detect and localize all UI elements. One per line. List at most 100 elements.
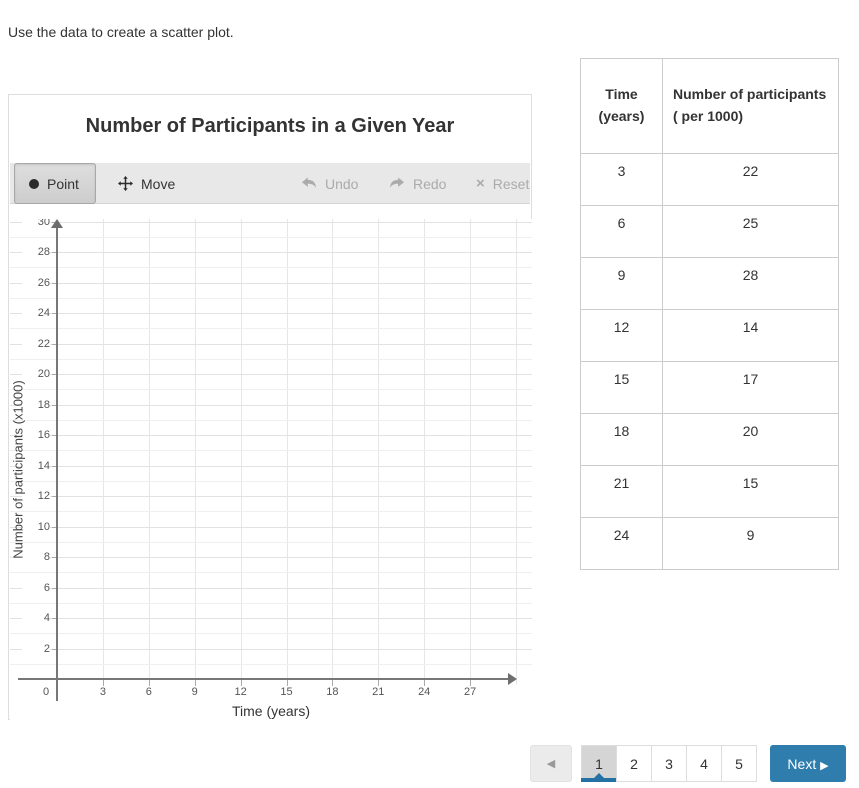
gridline-v: [378, 219, 380, 685]
prev-page-button[interactable]: ◀: [530, 745, 572, 782]
table-header-row: Time (years) Number of participants ( pe…: [580, 58, 839, 154]
gridline-h: [10, 435, 532, 436]
gridline-v: [286, 219, 288, 685]
gridline-h: [10, 221, 532, 223]
y-tick: [52, 374, 57, 375]
x-tick: [102, 680, 104, 686]
x-tick: [194, 680, 196, 686]
table-cell: 18: [580, 413, 663, 466]
next-button[interactable]: Next ▶: [770, 745, 846, 782]
table-cell: 15: [662, 465, 839, 518]
point-tool-label: Point: [47, 175, 79, 192]
y-tick-label: 18: [22, 397, 50, 412]
gridline-h: [10, 648, 532, 650]
x-axis-title: Time (years): [231, 703, 311, 719]
x-tick: [470, 680, 472, 686]
prev-arrow-icon: ◀: [546, 758, 556, 770]
data-table-body: 3 22 6 25 9 28 12 14 15 17 18 20 21 15 24 9: [580, 153, 839, 570]
y-tick-label: 20: [22, 367, 50, 381]
gridline-h: [10, 343, 532, 345]
table-cell: 3: [580, 153, 663, 206]
y-tick: [52, 343, 57, 345]
gridline-h: [10, 374, 532, 375]
table-cell: 17: [662, 361, 839, 414]
gridline-h: [10, 511, 532, 513]
gridline-h: [10, 297, 532, 299]
chart-toolbar: Point Move Undo Redo ×: [10, 163, 530, 204]
page-button-5[interactable]: 5: [721, 745, 757, 782]
redo-button[interactable]: Redo: [375, 167, 460, 200]
y-tick-label: 28: [22, 245, 50, 259]
table-cell: 14: [662, 309, 839, 362]
gridline-h: [10, 419, 532, 421]
gridline-h: [10, 633, 532, 635]
move-tool-button[interactable]: Move: [104, 167, 189, 200]
table-cell: 28: [662, 257, 839, 310]
gridline-h: [10, 328, 532, 330]
page-button-3[interactable]: 3: [651, 745, 687, 782]
undo-button[interactable]: Undo: [287, 167, 372, 200]
table-cell: 9: [662, 517, 839, 570]
table-row: 6 25: [580, 205, 839, 258]
y-tick: [52, 313, 57, 314]
x-tick-label: 9: [191, 686, 198, 698]
redo-label: Redo: [413, 175, 447, 192]
gridline-v: [194, 219, 196, 685]
gridline-v: [332, 219, 334, 685]
gridline-h: [10, 557, 532, 558]
x-axis-arrow-icon: [508, 673, 517, 685]
undo-icon: [301, 177, 317, 191]
y-tick: [52, 587, 57, 589]
x-tick-label: 12: [234, 686, 247, 698]
page-button-4[interactable]: 4: [686, 745, 722, 782]
table-cell: 22: [662, 153, 839, 206]
plot-area[interactable]: 27 24 21 18 15 12 9 6 3 0 30 28 26 24 22 20 18 16 14 12 10 8 6…: [10, 219, 532, 720]
table-cell: 6: [580, 205, 663, 258]
table-cell: 15: [580, 361, 663, 414]
y-tick-label: 26: [22, 275, 50, 290]
move-tool-label: Move: [141, 175, 176, 192]
table-row: 24 9: [580, 517, 839, 570]
x-tick: [378, 680, 380, 686]
y-tick: [52, 282, 57, 284]
move-icon: [118, 176, 133, 191]
next-label: Next: [787, 755, 817, 772]
y-tick-label: 14: [22, 458, 50, 473]
x-tick-label: 15: [280, 686, 293, 698]
redo-icon: [389, 177, 405, 191]
y-tick: [52, 252, 57, 253]
y-tick-label: 10: [22, 519, 50, 534]
y-tick-label: 2: [22, 641, 50, 656]
reset-button[interactable]: × Reset: [462, 167, 543, 200]
y-tick-label: 16: [22, 428, 50, 442]
x-tick-label: 0: [42, 686, 50, 698]
gridline-v: [102, 219, 104, 685]
x-tick: [286, 680, 288, 686]
point-tool-button[interactable]: Point: [14, 163, 96, 204]
gridline-v: [424, 219, 426, 685]
page-button-2[interactable]: 2: [616, 745, 652, 782]
table-row: 15 17: [580, 361, 839, 414]
gridline-h: [10, 618, 532, 619]
y-tick: [52, 435, 57, 436]
gridline-h: [10, 252, 532, 253]
gridline-h: [10, 663, 532, 665]
gridline-h: [10, 282, 532, 284]
x-tick-label: 3: [99, 686, 106, 698]
table-row: 12 14: [580, 309, 839, 362]
page-button-1[interactable]: 1: [581, 745, 617, 782]
chart-title: Number of Participants in a Given Year: [85, 115, 455, 137]
gridline-v: [516, 219, 517, 685]
x-tick: [240, 680, 242, 686]
gridline-h: [10, 389, 532, 391]
y-axis-line: [56, 227, 58, 701]
point-icon: [29, 178, 39, 189]
gridline-h: [10, 526, 532, 528]
undo-label: Undo: [325, 175, 359, 192]
chart-panel: Number of Participants in a Given Year P…: [8, 94, 532, 720]
reset-label: Reset: [492, 175, 530, 192]
y-tick-label: 12: [22, 489, 50, 503]
y-tick: [52, 648, 57, 650]
